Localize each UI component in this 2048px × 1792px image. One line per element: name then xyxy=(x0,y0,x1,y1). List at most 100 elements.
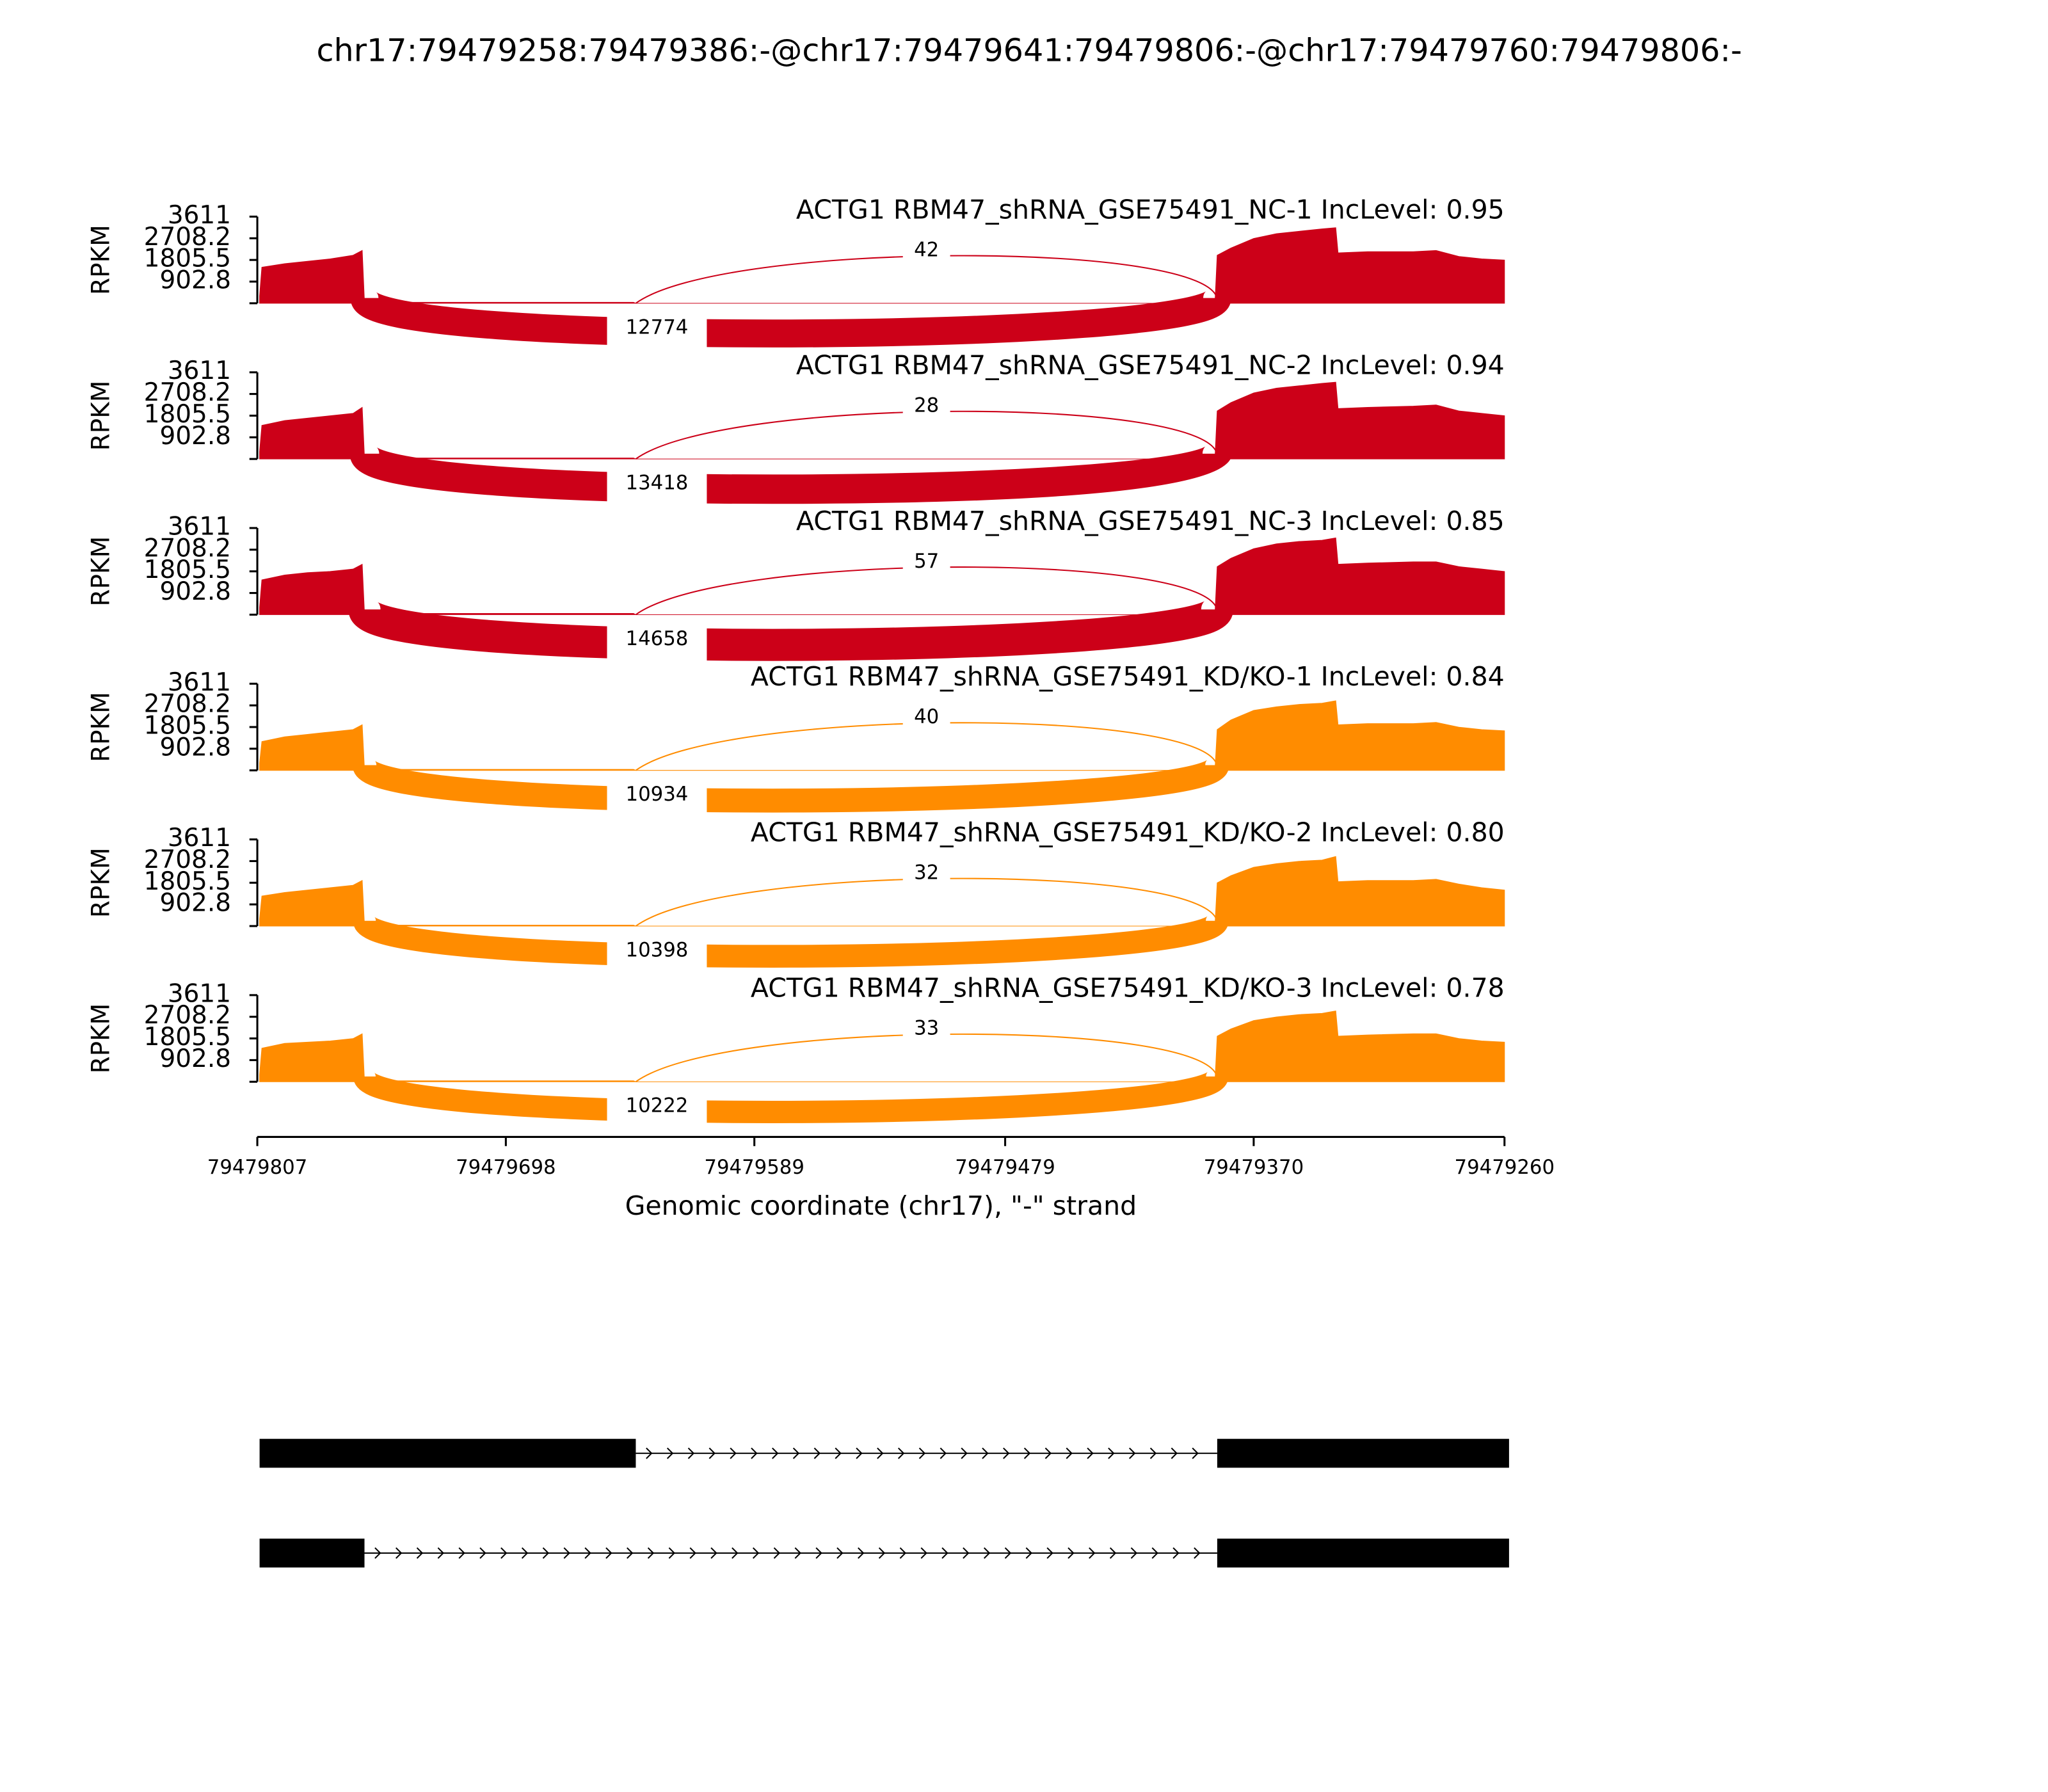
intron-arrow xyxy=(1025,1547,1032,1559)
panel-label: ACTG1 RBM47_shRNA_GSE75491_NC-1 IncLevel… xyxy=(796,194,1505,225)
x-tick-label: 79479807 xyxy=(207,1156,308,1179)
intron-arrow xyxy=(689,1547,696,1559)
panel-label: ACTG1 RBM47_shRNA_GSE75491_KD/KO-2 IncLe… xyxy=(751,817,1505,847)
y-axis-label: RPKM xyxy=(86,692,115,762)
intron-arrow xyxy=(627,1547,634,1559)
intron-arrow xyxy=(963,1547,970,1559)
exon xyxy=(1217,1439,1509,1468)
intron-arrow xyxy=(878,1547,886,1559)
junction-arc xyxy=(635,566,1218,616)
y-tick-label: 2708.2 xyxy=(144,378,231,407)
junction-count: 33 xyxy=(914,1017,939,1040)
intron-arrow xyxy=(897,1447,905,1459)
intron-arrow xyxy=(792,1447,800,1459)
junction-arc xyxy=(349,445,1232,504)
intron-arrow xyxy=(1068,1547,1075,1559)
y-tick-label: 902.8 xyxy=(159,1044,231,1073)
intron-arrow xyxy=(605,1547,612,1559)
intron-arrow xyxy=(751,1447,758,1459)
panel-label: ACTG1 RBM47_shRNA_GSE75491_KD/KO-1 IncLe… xyxy=(751,661,1505,692)
intron-arrow xyxy=(647,1547,655,1559)
coverage-area xyxy=(259,381,1505,460)
intron-arrow xyxy=(856,1447,863,1459)
x-tick-label: 79479479 xyxy=(955,1156,1055,1179)
intron-arrow xyxy=(584,1547,591,1559)
junction-arc xyxy=(635,877,1218,927)
intron-arrow xyxy=(646,1447,653,1459)
intron-arrow xyxy=(941,1547,948,1559)
junction-label-bg xyxy=(607,469,707,506)
intron-arrow xyxy=(918,1447,926,1459)
panel-label: ACTG1 RBM47_shRNA_GSE75491_NC-2 IncLevel… xyxy=(796,350,1505,381)
intron-arrow xyxy=(542,1547,550,1559)
junction-label-bg xyxy=(902,550,950,574)
y-tick-label: 902.8 xyxy=(159,422,231,451)
junction-arc xyxy=(352,758,1229,813)
junction-arc xyxy=(353,1070,1229,1123)
intron-arrow xyxy=(940,1447,947,1459)
intron-arrow xyxy=(708,1447,716,1459)
y-tick-label: 2708.2 xyxy=(144,690,231,719)
intron-arrow xyxy=(1089,1547,1096,1559)
x-tick-label: 79479589 xyxy=(704,1156,804,1179)
coverage-area xyxy=(259,1011,1505,1082)
intron-arrow xyxy=(815,1547,822,1559)
intron-arrow xyxy=(1109,1547,1117,1559)
exon xyxy=(1217,1539,1509,1568)
y-tick-label: 1805.5 xyxy=(144,556,231,584)
y-tick-label: 902.8 xyxy=(159,266,231,294)
junction-label-bg xyxy=(607,781,707,818)
intron-arrow xyxy=(961,1447,968,1459)
junction-count: 13418 xyxy=(626,472,689,495)
junction-label-bg xyxy=(607,314,707,351)
junction-count: 57 xyxy=(914,550,939,573)
coverage-area xyxy=(259,856,1505,927)
y-tick-label: 2708.2 xyxy=(144,1001,231,1030)
y-tick-label: 3611 xyxy=(168,513,231,541)
intron-arrow xyxy=(1194,1547,1201,1559)
intron-arrow xyxy=(563,1547,570,1559)
intron-arrow xyxy=(752,1547,760,1559)
intron-arrow xyxy=(668,1547,676,1559)
coverage-area xyxy=(259,700,1505,771)
intron-arrow xyxy=(687,1447,695,1459)
chart-title: chr17:79479258:79479386:-@chr17:79479641… xyxy=(316,32,1741,69)
intron-arrow xyxy=(521,1547,529,1559)
intron-arrow xyxy=(1149,1447,1157,1459)
junction-label-bg xyxy=(902,706,950,730)
intron-arrow xyxy=(1003,1447,1010,1459)
junction-label-bg xyxy=(902,861,950,886)
coverage-area xyxy=(259,227,1505,304)
junction-label-bg xyxy=(607,625,707,662)
x-axis-label: Genomic coordinate (chr17), "-" strand xyxy=(625,1190,1137,1221)
y-tick-label: 2708.2 xyxy=(144,223,231,252)
y-axis-label: RPKM xyxy=(86,536,115,607)
intron-arrow xyxy=(899,1547,907,1559)
junction-arc xyxy=(635,255,1218,304)
junction-arc xyxy=(635,722,1218,771)
y-axis-label: RPKM xyxy=(87,381,116,451)
intron-arrow xyxy=(1004,1547,1012,1559)
intron-arrow xyxy=(1087,1447,1094,1459)
intron-arrow xyxy=(1192,1447,1199,1459)
intron-arrow xyxy=(1044,1447,1052,1459)
x-tick-label: 79479370 xyxy=(1204,1156,1304,1179)
exon xyxy=(259,1439,636,1468)
junction-count: 10398 xyxy=(626,938,689,961)
intron-arrow xyxy=(1023,1447,1031,1459)
intron-arrow xyxy=(1108,1447,1115,1459)
y-tick-label: 3611 xyxy=(168,668,231,697)
intron-arrow xyxy=(1172,1547,1180,1559)
junction-label-bg xyxy=(607,936,707,973)
intron-arrow xyxy=(416,1547,424,1559)
y-tick-label: 1805.5 xyxy=(144,400,231,429)
junction-arc xyxy=(353,915,1229,968)
panel-label: ACTG1 RBM47_shRNA_GSE75491_NC-3 IncLevel… xyxy=(796,506,1505,536)
y-axis-label: RPKM xyxy=(87,225,116,295)
x-tick-label: 79479260 xyxy=(1455,1156,1555,1179)
intron-arrow xyxy=(437,1547,445,1559)
intron-arrow xyxy=(1171,1447,1178,1459)
intron-arrow xyxy=(1128,1447,1136,1459)
intron-arrow xyxy=(710,1547,717,1559)
